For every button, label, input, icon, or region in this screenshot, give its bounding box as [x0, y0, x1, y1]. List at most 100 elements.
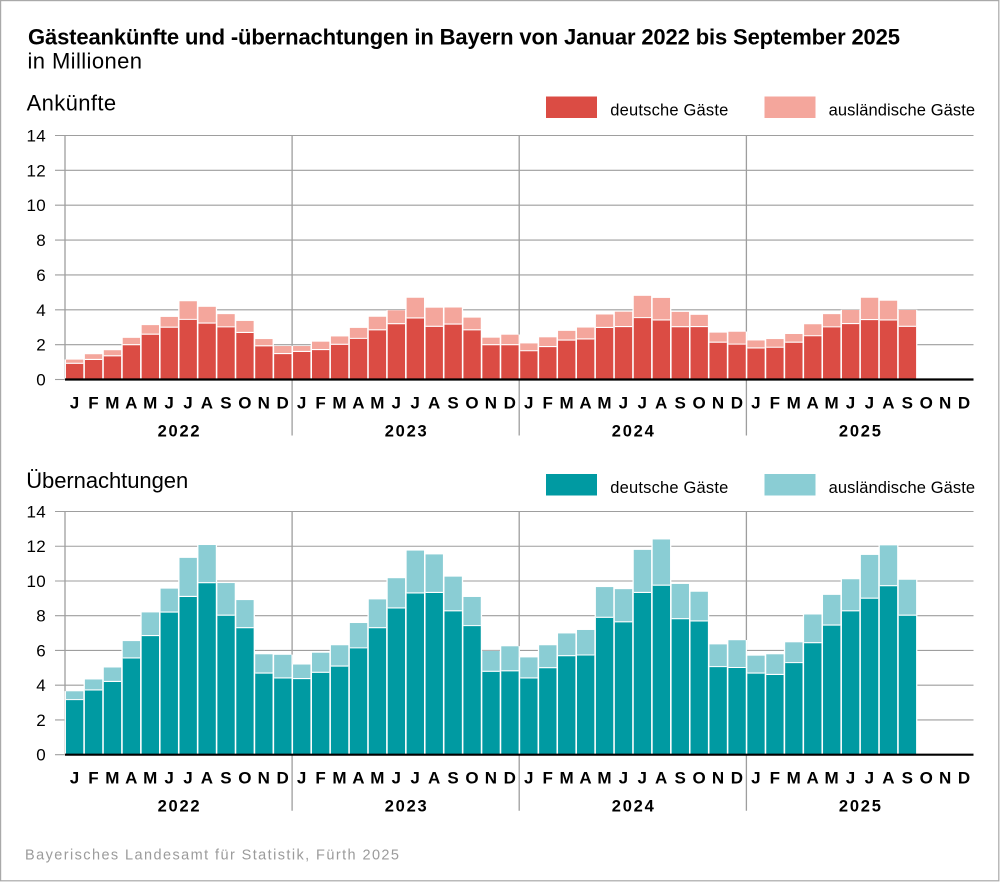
svg-text:A: A	[352, 769, 364, 788]
svg-text:J: J	[846, 393, 855, 412]
svg-text:J: J	[70, 393, 79, 412]
svg-text:A: A	[125, 393, 137, 412]
svg-text:D: D	[731, 393, 743, 412]
svg-text:14: 14	[27, 503, 46, 522]
svg-text:O: O	[692, 769, 705, 788]
svg-text:S: S	[447, 393, 458, 412]
svg-text:S: S	[902, 393, 913, 412]
svg-text:N: N	[258, 393, 270, 412]
svg-text:M: M	[332, 769, 346, 788]
svg-text:F: F	[542, 393, 552, 412]
svg-text:D: D	[958, 769, 970, 788]
svg-text:A: A	[882, 393, 894, 412]
svg-text:A: A	[352, 393, 364, 412]
svg-text:M: M	[787, 393, 801, 412]
svg-text:2023: 2023	[385, 423, 427, 441]
svg-text:A: A	[579, 769, 591, 788]
svg-text:D: D	[277, 393, 289, 412]
svg-text:D: D	[504, 769, 516, 788]
svg-text:J: J	[391, 393, 400, 412]
svg-text:J: J	[865, 769, 874, 788]
svg-text:2: 2	[36, 711, 45, 730]
svg-text:M: M	[143, 393, 157, 412]
svg-text:D: D	[277, 769, 289, 788]
svg-text:F: F	[542, 769, 552, 788]
svg-text:J: J	[865, 393, 874, 412]
svg-text:A: A	[579, 393, 591, 412]
svg-text:O: O	[465, 393, 478, 412]
svg-text:F: F	[770, 769, 780, 788]
svg-text:J: J	[391, 769, 400, 788]
svg-text:ausländische Gäste: ausländische Gäste	[829, 479, 976, 497]
svg-text:M: M	[332, 393, 346, 412]
svg-text:0: 0	[36, 371, 45, 390]
svg-text:J: J	[638, 393, 647, 412]
svg-text:D: D	[731, 769, 743, 788]
svg-text:M: M	[824, 769, 838, 788]
svg-text:J: J	[164, 769, 173, 788]
svg-text:N: N	[485, 769, 497, 788]
svg-text:A: A	[806, 393, 818, 412]
svg-text:2: 2	[36, 336, 45, 355]
svg-text:A: A	[125, 769, 137, 788]
svg-text:J: J	[183, 769, 192, 788]
svg-text:2024: 2024	[612, 798, 655, 816]
svg-text:Gästeankünfte und -übernachtun: Gästeankünfte und -übernachtungen in Bay…	[28, 25, 900, 50]
svg-text:J: J	[297, 769, 306, 788]
svg-text:ausländische Gäste: ausländische Gäste	[829, 102, 976, 120]
svg-text:F: F	[88, 769, 98, 788]
svg-text:M: M	[824, 393, 838, 412]
svg-text:8: 8	[36, 607, 45, 626]
svg-text:A: A	[428, 769, 440, 788]
svg-text:10: 10	[27, 196, 46, 215]
svg-text:J: J	[410, 393, 419, 412]
svg-text:S: S	[674, 393, 685, 412]
svg-text:M: M	[787, 769, 801, 788]
svg-text:O: O	[692, 393, 705, 412]
svg-text:2022: 2022	[158, 423, 200, 441]
svg-text:F: F	[315, 769, 325, 788]
svg-text:A: A	[201, 769, 213, 788]
svg-text:N: N	[485, 393, 497, 412]
svg-text:S: S	[220, 393, 231, 412]
svg-text:A: A	[428, 393, 440, 412]
svg-text:A: A	[806, 769, 818, 788]
svg-text:N: N	[712, 769, 724, 788]
svg-text:J: J	[410, 769, 419, 788]
svg-text:J: J	[183, 393, 192, 412]
svg-text:2022: 2022	[158, 798, 200, 816]
svg-text:4: 4	[36, 676, 45, 695]
svg-text:deutsche Gäste: deutsche Gäste	[610, 479, 728, 497]
svg-text:in Millionen: in Millionen	[28, 49, 143, 74]
svg-text:N: N	[712, 393, 724, 412]
svg-text:J: J	[638, 769, 647, 788]
svg-text:S: S	[447, 769, 458, 788]
svg-text:N: N	[939, 393, 951, 412]
svg-text:D: D	[958, 393, 970, 412]
svg-text:O: O	[920, 769, 933, 788]
svg-text:Ankünfte: Ankünfte	[27, 91, 117, 116]
svg-text:O: O	[465, 769, 478, 788]
svg-text:M: M	[559, 393, 573, 412]
svg-text:N: N	[939, 769, 951, 788]
svg-text:J: J	[751, 769, 760, 788]
svg-text:deutsche Gäste: deutsche Gäste	[610, 102, 728, 120]
svg-text:M: M	[597, 393, 611, 412]
svg-text:2025: 2025	[839, 423, 881, 441]
svg-text:M: M	[105, 393, 119, 412]
svg-text:0: 0	[36, 746, 45, 765]
svg-text:M: M	[370, 769, 384, 788]
svg-text:J: J	[846, 769, 855, 788]
svg-text:F: F	[770, 393, 780, 412]
svg-text:J: J	[297, 393, 306, 412]
svg-text:J: J	[619, 769, 628, 788]
svg-text:8: 8	[36, 231, 45, 250]
svg-text:6: 6	[36, 266, 45, 285]
svg-text:J: J	[751, 393, 760, 412]
svg-text:12: 12	[27, 161, 46, 180]
svg-text:N: N	[258, 769, 270, 788]
svg-text:10: 10	[27, 572, 46, 591]
svg-text:A: A	[655, 769, 667, 788]
svg-text:12: 12	[27, 537, 46, 556]
svg-text:6: 6	[36, 641, 45, 660]
